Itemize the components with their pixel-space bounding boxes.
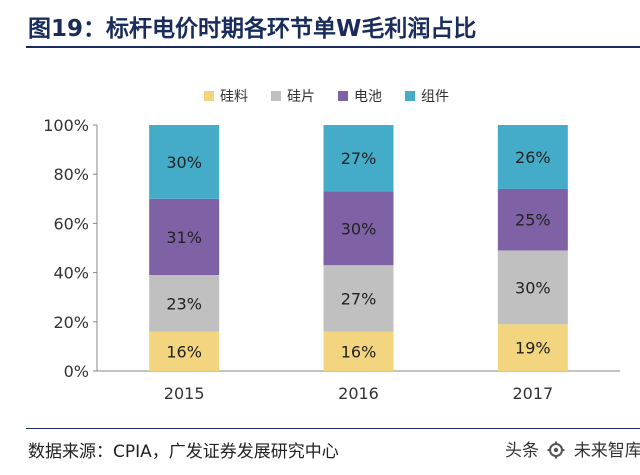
data-label-2015-2: 23% [166,294,202,313]
data-label-2015-3: 31% [166,228,202,247]
data-label-2016-3: 30% [341,219,377,238]
legend-label-4: 组件 [421,89,449,105]
bar-segment-2016-3 [323,191,394,266]
data-label-2016-1: 16% [341,342,377,361]
bar-segment-2015-1 [149,331,220,371]
legend-swatch-1 [204,91,214,101]
data-label-2017-3: 25% [515,211,551,230]
legend-label-3: 电池 [354,89,382,105]
source-note: 数据来源：CPIA，广发证券发展研究中心 [28,442,339,462]
legend: 硅料 硅片 电池 组件 [204,89,449,105]
y-tick-label: 100% [43,116,89,135]
bar-segment-2017-1 [497,324,568,371]
legend-swatch-4 [405,91,415,101]
legend-swatch-2 [271,91,281,101]
data-label-2015-4: 30% [166,153,202,172]
y-tick-label: 0% [64,362,89,381]
bar-segment-2015-2 [149,275,220,332]
bar-segment-2017-2 [497,250,568,325]
title-divider [26,46,640,48]
footer-divider [26,428,640,429]
data-label-2017-2: 30% [515,278,551,297]
bar-segment-2015-3 [149,198,220,276]
data-label-2017-1: 19% [515,339,551,358]
x-tick-label-2016: 2016 [338,384,379,403]
bar-segment-2016-2 [323,265,394,332]
y-tick-label: 80% [53,165,89,184]
legend-swatch-3 [338,91,348,101]
bar-segment-2015-4 [149,125,220,199]
x-axis: 2015 2016 2017 [164,384,553,403]
watermark-right: 未来智库 [573,441,640,461]
data-label-2015-1: 16% [166,342,202,361]
y-tick-label: 40% [53,264,89,283]
x-tick-label-2017: 2017 [512,384,553,403]
data-label-2016-4: 27% [341,149,377,168]
bar-segment-2017-4 [497,125,568,189]
figure-title: 图19：标杆电价时期各环节单W毛利润占比 [28,16,477,42]
legend-label-2: 硅片 [287,89,315,105]
data-label-2017-4: 26% [515,148,551,167]
y-tick-label: 60% [53,214,89,233]
gear-logo-icon [547,441,565,459]
watermark-left: 头条 [505,441,539,461]
bars: 16% 23% 31% 30% 16% 27% 30% 27% 19% 30% 25% 26% [149,125,568,371]
y-tick-label: 20% [53,313,89,332]
bar-segment-2016-4 [323,125,394,192]
x-tick-label-2015: 2015 [164,384,205,403]
watermark: 头条 未来智库 [505,436,640,461]
bar-segment-2017-3 [497,188,568,251]
data-label-2016-2: 27% [341,289,377,308]
stacked-bar-chart: 硅料 硅片 电池 组件 0% 20% 40% 60% 80% 100% 16% 23% 31% 30%… [43,89,620,403]
figure-header: 图19：标杆电价时期各环节单W毛利润占比 [0,0,640,50]
bar-segment-2016-1 [323,331,394,371]
legend-label-1: 硅料 [220,89,248,105]
